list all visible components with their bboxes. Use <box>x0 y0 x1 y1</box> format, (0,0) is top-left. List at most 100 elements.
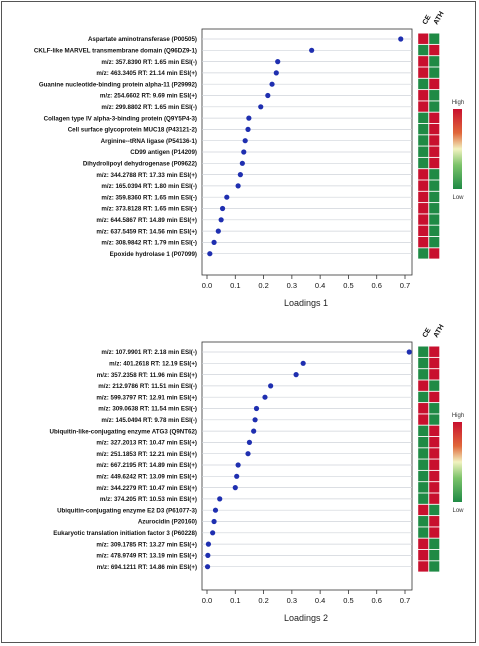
heatmap-cell <box>417 380 429 392</box>
data-point <box>205 552 211 559</box>
heatmap-cell <box>417 225 429 237</box>
row-label: Ubiquitin-conjugating enzyme E2 D3 (P610… <box>57 507 197 514</box>
heatmap-cell <box>417 470 429 482</box>
heatmap-cell <box>417 436 429 448</box>
data-point <box>215 228 221 234</box>
row-label: Eukaryotic translation initiation factor… <box>53 530 197 537</box>
x-tick-label: 0.6 <box>371 596 381 605</box>
row-label: m/z: 357.8390 RT: 1.65 min ESI(-) <box>101 59 197 66</box>
data-point <box>246 439 253 445</box>
heatmap-cell <box>428 368 440 380</box>
heatmap-cell <box>428 357 440 369</box>
heatmap-cell <box>417 78 429 90</box>
x-tick-label: 0.5 <box>343 281 353 290</box>
heatmap-cell <box>428 112 440 124</box>
heatmap-cell <box>428 78 440 90</box>
data-point <box>232 485 238 491</box>
row-label: m/z: 599.3797 RT: 12.91 min ESI(+) <box>96 394 197 401</box>
heatmap-cell <box>417 493 429 505</box>
heatmap-cell <box>428 55 440 67</box>
data-point <box>239 160 245 166</box>
x-axis-title: Loadings 2 <box>284 613 328 623</box>
legend-low-label: Low <box>452 195 464 201</box>
heatmap-cell <box>417 168 429 180</box>
heatmap-cell <box>428 44 440 56</box>
heatmap-cell <box>428 346 440 358</box>
heatmap-cell <box>417 526 429 539</box>
heatmap-cell <box>417 481 429 493</box>
heatmap-cell <box>417 402 429 414</box>
heatmap-column-header: ATH <box>433 10 446 26</box>
heatmap-cell <box>417 213 429 226</box>
heatmap-cell <box>417 447 429 460</box>
data-point <box>265 92 271 99</box>
x-tick-label: 0.4 <box>315 596 325 605</box>
heatmap-cell <box>428 100 440 113</box>
heatmap-cell <box>428 436 440 448</box>
heatmap-cell <box>417 459 429 471</box>
heatmap-cell <box>417 346 429 358</box>
data-point <box>258 104 264 110</box>
legend-gradient-bar <box>453 422 462 502</box>
heatmap-cell <box>428 391 440 403</box>
x-tick-label: 0.2 <box>258 281 268 290</box>
heatmap-cell <box>428 89 440 101</box>
heatmap-cell <box>428 168 440 180</box>
heatmap-cell <box>428 191 440 203</box>
row-label: m/z: 667.2195 RT: 14.89 min ESI(+) <box>96 462 197 469</box>
heatmap-cell <box>428 481 440 493</box>
data-point <box>253 405 260 412</box>
heatmap-cell <box>428 538 440 550</box>
row-label: Azurocidin (P20160) <box>138 519 197 526</box>
heatmap-column-header: CE <box>422 327 433 339</box>
row-label: m/z: 644.5867 RT: 14.89 min ESI(+) <box>96 217 197 224</box>
x-tick-label: 0.7 <box>400 281 410 290</box>
x-tick-label: 0.1 <box>230 281 240 290</box>
legend-high-label: High <box>452 413 464 419</box>
row-label: m/z: 478.9749 RT: 13.19 min ESI(+) <box>96 553 197 560</box>
heatmap-cell <box>428 459 440 471</box>
x-tick-label: 0.3 <box>287 281 297 290</box>
heatmap-cell <box>417 55 429 67</box>
row-label: m/z: 327.2013 RT: 10.47 min ESI(+) <box>96 440 197 447</box>
data-point <box>268 383 274 389</box>
plot-frame-2 <box>201 341 413 591</box>
row-label: m/z: 309.0638 RT: 11.54 min ESI(-) <box>98 406 197 413</box>
data-point <box>300 360 306 366</box>
data-point <box>224 194 230 200</box>
heatmap-cell <box>428 213 440 226</box>
heatmap-cell <box>417 560 429 573</box>
heatmap-cell <box>417 89 429 101</box>
row-label: Cell surface glycoprotein MUC18 (P43121-… <box>68 127 197 134</box>
heatmap-cell <box>417 538 429 550</box>
data-point <box>275 59 281 65</box>
data-point <box>398 36 404 42</box>
row-label: Dihydrolipoyl dehydrogenase (P09622) <box>83 161 197 168</box>
heatmap-cell <box>428 225 440 237</box>
heatmap-cell <box>428 526 440 539</box>
row-label: m/z: 374.205 RT: 10.53 min ESI(+) <box>100 496 197 503</box>
heatmap-cell <box>417 146 429 158</box>
data-point <box>204 564 211 570</box>
row-label: m/z: 251.1853 RT: 12.21 min ESI(+) <box>96 451 197 458</box>
heatmap-cell <box>417 112 429 124</box>
heatmap-column-header: CE <box>422 14 433 26</box>
row-label: m/z: 309.1785 RT: 13.27 min ESI(+) <box>96 541 197 548</box>
heatmap-cell <box>428 180 440 192</box>
row-label: m/z: 212.9786 RT: 11.51 min ESI(-) <box>98 383 197 390</box>
heatmap-cell <box>428 123 440 135</box>
row-label: m/z: 694.1211 RT: 14.86 min ESI(+) <box>97 564 197 571</box>
row-label: Aspartate aminotransferase (P00505) <box>88 36 197 43</box>
data-point <box>406 349 412 355</box>
heatmap-cell <box>417 191 429 203</box>
heatmap-cell <box>428 67 440 79</box>
data-point <box>246 115 252 121</box>
x-tick-label: 0.3 <box>287 596 297 605</box>
heatmap-cell <box>428 380 440 392</box>
data-point <box>252 417 258 423</box>
heatmap-cell <box>417 100 429 113</box>
heatmap-cell <box>428 157 440 169</box>
heatmap-column-header: ATH <box>433 323 446 339</box>
heatmap-cell <box>428 447 440 460</box>
heatmap-cell <box>428 146 440 158</box>
